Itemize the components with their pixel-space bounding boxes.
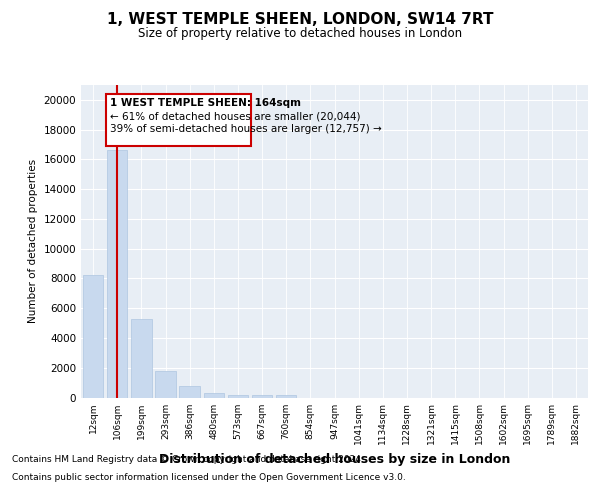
Text: Size of property relative to detached houses in London: Size of property relative to detached ho… (138, 28, 462, 40)
Bar (106, 94, 251, 146)
Text: 1 WEST TEMPLE SHEEN: 164sqm: 1 WEST TEMPLE SHEEN: 164sqm (110, 98, 301, 108)
Bar (252, 394, 272, 398)
Bar (203, 393, 224, 398)
Bar (227, 394, 248, 398)
Y-axis label: Number of detached properties: Number of detached properties (28, 159, 38, 324)
Text: 39% of semi-detached houses are larger (12,757) →: 39% of semi-detached houses are larger (… (110, 124, 382, 134)
Text: ← 61% of detached houses are smaller (20,044): ← 61% of detached houses are smaller (20… (110, 112, 361, 122)
Bar (131, 318, 152, 398)
Bar (179, 386, 200, 398)
Bar (155, 370, 176, 398)
Bar (107, 150, 127, 398)
Bar (83, 276, 103, 398)
Text: Contains public sector information licensed under the Open Government Licence v3: Contains public sector information licen… (12, 472, 406, 482)
Text: 1, WEST TEMPLE SHEEN, LONDON, SW14 7RT: 1, WEST TEMPLE SHEEN, LONDON, SW14 7RT (107, 12, 493, 28)
Bar (276, 394, 296, 398)
Text: Contains HM Land Registry data © Crown copyright and database right 2024.: Contains HM Land Registry data © Crown c… (12, 455, 364, 464)
X-axis label: Distribution of detached houses by size in London: Distribution of detached houses by size … (159, 453, 510, 466)
